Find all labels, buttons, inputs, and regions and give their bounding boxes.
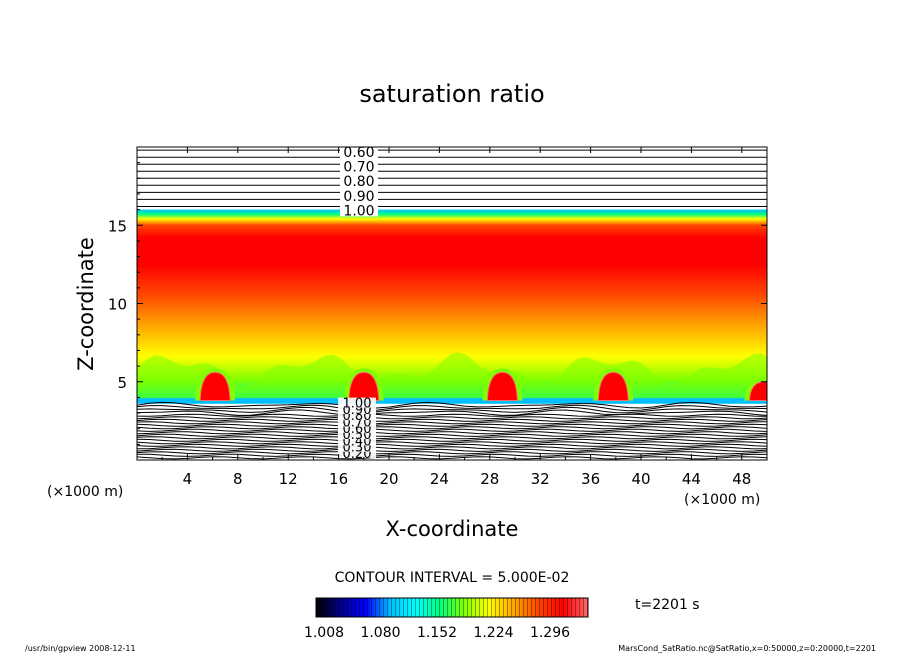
contour-label-bg	[338, 448, 376, 458]
cell-4	[593, 368, 634, 402]
contour-interval: CONTOUR INTERVAL = 5.000E-02	[335, 570, 570, 586]
contour-line-lower	[137, 404, 767, 412]
x-tick-label: 28	[480, 470, 499, 488]
contour-line-lower	[137, 426, 767, 430]
contour-label-bg	[338, 429, 376, 440]
shaded-field	[137, 209, 767, 404]
x-tick-label: 32	[531, 470, 550, 488]
y-axis: 5 10 15	[108, 162, 767, 445]
cell-core	[597, 371, 629, 402]
convective-cells	[195, 368, 767, 402]
colorbar-frame	[315, 597, 589, 618]
contour-line-lower	[137, 446, 767, 450]
contour-line-lower	[137, 413, 767, 417]
colorbar-tick-label: 1.296	[530, 625, 570, 641]
contour-label-bg	[340, 175, 378, 188]
cell-core	[348, 371, 380, 402]
x-tick-label: 40	[631, 470, 650, 488]
colorbar: 1.008 1.080 1.152 1.224 1.296	[304, 597, 589, 641]
x-tick-label: 4	[183, 470, 193, 488]
contour-line-lower	[137, 431, 767, 435]
contour-line-lower	[137, 441, 767, 445]
contour-line-lower	[137, 401, 767, 409]
colorbar-tick-label: 1.152	[417, 625, 457, 641]
contour-line-lower	[137, 433, 767, 437]
x-unit-right: (×1000 m)	[684, 492, 760, 508]
contour-line-lower	[137, 456, 767, 460]
x-tick-label: 48	[732, 470, 751, 488]
contour-line-lower	[137, 406, 767, 414]
contour-line-lower	[137, 451, 767, 455]
x-tick-label: 16	[329, 470, 348, 488]
colorbar-tick-label: 1.008	[304, 625, 344, 641]
contour-label-bg	[338, 410, 376, 421]
contour-label-bg	[338, 397, 376, 408]
contour-line-lower	[137, 448, 767, 452]
contour-label-upper: 1.00	[343, 203, 374, 219]
x-tick-label: 24	[430, 470, 449, 488]
contour-line-lower	[137, 443, 767, 447]
cell-3	[482, 368, 523, 402]
colorbar-tick-label: 1.080	[360, 625, 400, 641]
cell-core	[486, 371, 518, 402]
contour-line-lower	[137, 416, 767, 420]
x-tick-label: 12	[279, 470, 298, 488]
footer-left: /usr/bin/gpview 2008-12-11	[25, 644, 136, 653]
contour-line-lower	[137, 418, 767, 422]
contour-label-bg	[338, 416, 376, 427]
contour-label-upper: 0.70	[343, 160, 374, 176]
y-tick-label: 15	[108, 217, 127, 235]
contour-lines	[137, 149, 767, 460]
colorbar-stripes	[316, 598, 588, 617]
footer-right: MarsCond_SatRatio.nc@SatRatio,x=0:50000,…	[618, 644, 876, 653]
chart-title: saturation ratio	[359, 80, 544, 108]
contour-label-upper: 0.60	[343, 145, 374, 161]
contour-label-bg	[338, 422, 376, 433]
contour-label-bg	[338, 435, 376, 446]
contour-label-bg	[340, 160, 378, 173]
contour-line-lower	[137, 423, 767, 427]
contour-label-bg	[338, 441, 376, 452]
contour-label-bg	[340, 189, 378, 202]
x-axis-label: X-coordinate	[386, 517, 519, 541]
plot-area: 0.600.700.800.901.000.200.300.400.500.60…	[137, 145, 767, 460]
colorbar-tick-labels: 1.008 1.080 1.152 1.224 1.296	[304, 625, 570, 641]
base-cyan-band	[137, 398, 767, 404]
x-axis: 4 8 12 16 20 24 28 32 36 40 44 48	[136, 147, 768, 488]
colorbar-tick-label: 1.224	[473, 625, 513, 641]
y-tick-label: 5	[117, 374, 127, 392]
cell-1	[195, 368, 236, 402]
contour-label-bg	[340, 147, 378, 158]
cell-2	[343, 368, 384, 402]
contour-line-lower	[137, 453, 767, 457]
x-unit-left: (×1000 m)	[47, 484, 123, 500]
x-tick-label: 20	[379, 470, 398, 488]
x-tick-label: 8	[233, 470, 243, 488]
contour-label-bg	[340, 204, 378, 217]
contour-label-upper: 0.90	[343, 189, 374, 205]
cell-core	[199, 371, 231, 402]
time-label: t=2201 s	[635, 597, 700, 613]
contour-label-lower: 1.00	[343, 397, 372, 412]
contour-line-lower	[137, 421, 767, 425]
contour-line-lower	[137, 438, 767, 442]
contour-line-lower	[137, 428, 767, 432]
x-tick-label: 44	[682, 470, 701, 488]
contour-label-bg	[338, 403, 376, 414]
contour-line-lower	[137, 409, 767, 416]
contour-labels: 0.600.700.800.901.000.200.300.400.500.60…	[338, 145, 378, 460]
x-tick-label: 36	[581, 470, 600, 488]
y-tick-label: 10	[108, 296, 127, 314]
contour-label-upper: 0.80	[343, 174, 374, 190]
y-axis-label: Z-coordinate	[74, 237, 98, 371]
contour-line-lower	[137, 436, 767, 440]
